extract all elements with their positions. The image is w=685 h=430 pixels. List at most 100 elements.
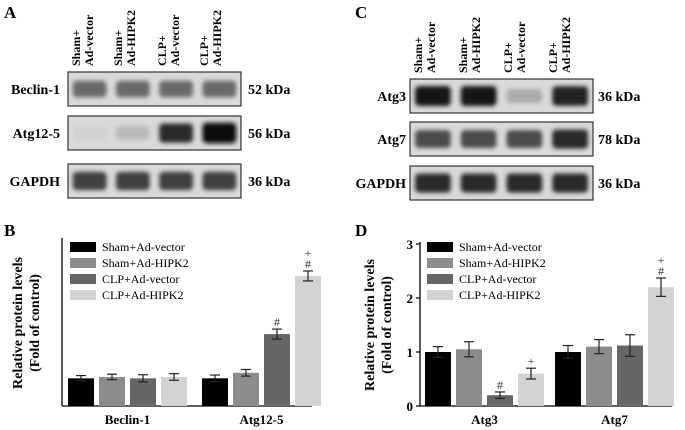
- blot-band-C-1-3: [552, 129, 588, 149]
- lane-header-A-0-1: Ad-vector: [82, 14, 96, 66]
- y-tick-label-0: 0: [407, 399, 414, 414]
- bar-Atg12-5-3: [295, 275, 321, 406]
- kda-label-A-0: 52 kDa: [248, 83, 290, 98]
- y-tick-label-2: 2: [407, 291, 414, 306]
- sig-hash-Atg12-5-3: #: [305, 257, 311, 271]
- sig-hash-Atg3-2: #: [497, 378, 503, 392]
- sig-hash-Atg7-3: #: [658, 264, 664, 278]
- panel-letter-C: C: [355, 3, 367, 22]
- protein-label-C-2: GAPDH: [355, 177, 406, 192]
- bar-Beclin-1-2: [130, 378, 156, 406]
- blot-band-A-2-0: [72, 171, 107, 191]
- blot-band-A-1-1: [116, 126, 150, 140]
- blot-band-A-1-2: [159, 123, 193, 143]
- protein-label-A-1: Atg12-5: [13, 127, 60, 142]
- lane-header-A-1-0: Sham+: [111, 30, 125, 66]
- bar-Atg12-5-2: [264, 334, 290, 406]
- legend-swatch-2: [427, 274, 453, 284]
- y-axis-label-sub: (Fold of control): [28, 274, 43, 372]
- x-category-label-0: Beclin-1: [105, 412, 151, 427]
- lane-header-A-3-0: CLP+: [197, 35, 211, 66]
- legend-swatch-3: [427, 290, 453, 300]
- lane-header-C-0-0: Sham+: [411, 37, 425, 73]
- bar-Atg3-0: [425, 352, 451, 406]
- y-tick-label-3: 3: [407, 237, 414, 252]
- legend-swatch-0: [427, 242, 453, 252]
- sig-plus-Atg7-3: +: [658, 253, 665, 267]
- lane-header-C-3-0: CLP+: [546, 42, 560, 73]
- legend-swatch-3: [70, 290, 96, 300]
- blot-band-C-1-0: [415, 130, 451, 148]
- y-tick-label-1: 1: [407, 345, 414, 360]
- y-axis-label: Relative protein levels: [363, 258, 378, 390]
- bar-Atg7-1: [586, 346, 612, 406]
- lane-header-A-1-1: Ad-HIPK2: [124, 10, 138, 66]
- blot-band-A-0-2: [159, 80, 193, 98]
- blot-band-A-0-0: [72, 80, 107, 98]
- lane-header-A-2-1: Ad-vector: [168, 14, 182, 66]
- legend-label-3: CLP+Ad-HIPK2: [102, 288, 183, 302]
- y-axis-label-sub: (Fold of control): [380, 276, 395, 374]
- blot-band-C-2-1: [460, 173, 497, 193]
- bar-Beclin-1-1: [99, 376, 125, 406]
- legend-swatch-1: [427, 258, 453, 268]
- blot-band-C-0-2: [506, 88, 543, 104]
- protein-label-A-0: Beclin-1: [11, 83, 60, 98]
- blot-band-C-0-0: [415, 86, 451, 106]
- lane-header-C-1-0: Sham+: [456, 37, 470, 73]
- x-category-label-1: Atg7: [601, 412, 628, 427]
- lane-header-C-3-1: Ad-HIPK2: [559, 17, 573, 73]
- x-category-label-1: Atg12-5: [239, 412, 284, 427]
- legend-label-1: Sham+Ad-HIPK2: [102, 256, 189, 270]
- kda-label-A-1: 56 kDa: [248, 127, 290, 142]
- kda-label-C-1: 78 kDa: [598, 133, 640, 148]
- lane-header-A-0-0: Sham+: [69, 30, 83, 66]
- bar-Atg3-1: [456, 349, 482, 406]
- protein-label-A-2: GAPDH: [9, 175, 60, 190]
- bar-Beclin-1-3: [161, 376, 187, 406]
- bar-Atg3-2: [487, 395, 513, 406]
- blot-band-C-2-0: [415, 173, 451, 193]
- legend-label-2: CLP+Ad-vector: [102, 272, 179, 286]
- lane-header-C-2-0: CLP+: [501, 42, 515, 73]
- legend-swatch-2: [70, 274, 96, 284]
- x-category-label-0: Atg3: [471, 412, 498, 427]
- bar-Atg12-5-1: [233, 372, 259, 406]
- legend-label-2: CLP+Ad-vector: [459, 272, 536, 286]
- protein-label-C-1: Atg7: [377, 133, 406, 148]
- blot-band-A-1-3: [202, 122, 237, 144]
- blot-band-A-2-1: [116, 171, 150, 191]
- kda-label-A-2: 36 kDa: [248, 175, 290, 190]
- blot-band-C-0-1: [460, 86, 497, 106]
- blot-band-C-1-2: [506, 130, 543, 148]
- lane-header-A-3-1: Ad-HIPK2: [210, 10, 224, 66]
- chart-panel-B: B Relative protein levels (Fold of control…: [4, 221, 321, 427]
- panel-letter-D: D: [355, 221, 367, 240]
- sig-hash-Atg12-5-2: #: [274, 315, 280, 329]
- lane-header-C-0-1: Ad-vector: [424, 21, 438, 73]
- legend-swatch-1: [70, 258, 96, 268]
- y-axis-label: Relative protein levels: [11, 256, 26, 388]
- blot-band-C-2-3: [552, 173, 588, 193]
- blot-band-A-1-0: [72, 126, 107, 140]
- kda-label-C-2: 36 kDa: [598, 177, 640, 192]
- panel-letter-A: A: [4, 3, 17, 22]
- bar-Atg7-0: [555, 352, 581, 406]
- blot-band-A-2-2: [159, 171, 193, 191]
- blot-band-C-1-1: [460, 130, 497, 148]
- legend-label-1: Sham+Ad-HIPK2: [459, 256, 546, 270]
- legend-swatch-0: [70, 242, 96, 252]
- sig-plus-Atg12-5-3: +: [305, 246, 312, 260]
- bar-Atg7-3: [648, 287, 674, 406]
- bar-Atg12-5-0: [202, 378, 228, 406]
- kda-label-C-0: 36 kDa: [598, 90, 640, 105]
- sig-plus-Atg3-3: +: [528, 354, 535, 368]
- chart-panel-D: D 0 1 2 3 Relative protein levels (Fold of con…: [355, 221, 674, 427]
- blot-band-A-2-3: [202, 171, 237, 191]
- protein-label-C-0: Atg3: [377, 90, 406, 105]
